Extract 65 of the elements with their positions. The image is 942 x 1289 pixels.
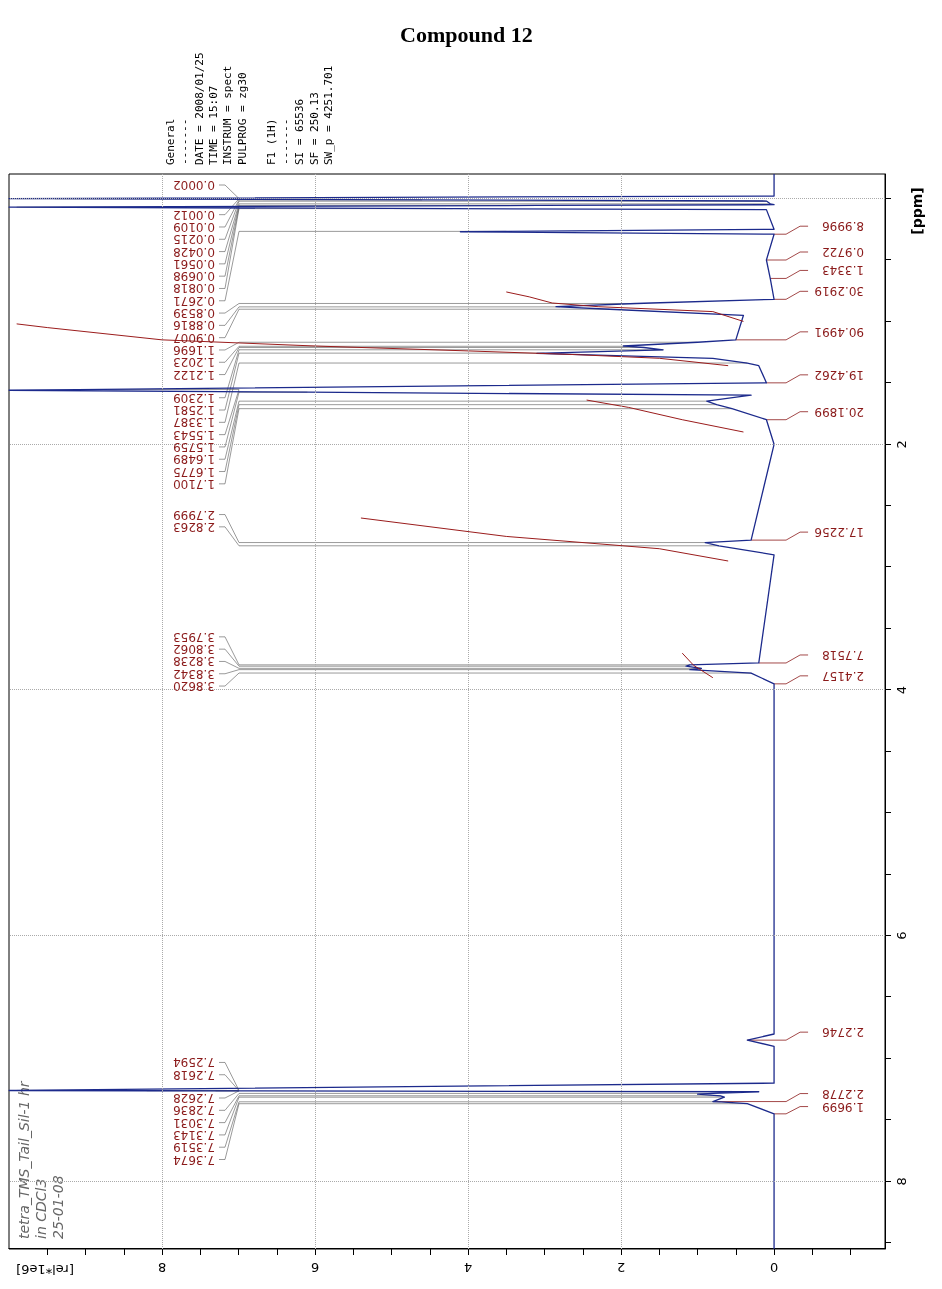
- x-tick-label: 8: [157, 1259, 167, 1275]
- annotation: 0.9007: [173, 330, 215, 345]
- annotation: 2.7999: [173, 507, 215, 522]
- annotation: 0.8539: [173, 306, 215, 321]
- annotation: 2.2746: [822, 1025, 865, 1040]
- annotation: 1.5543: [173, 427, 215, 442]
- y-tick-label: 8: [894, 1177, 909, 1186]
- annotation: 20.1899: [814, 404, 865, 419]
- annotation: 7.7518: [822, 647, 865, 662]
- annotation: 30.2919: [814, 284, 865, 299]
- annotation: 7.2618: [173, 1067, 215, 1082]
- chart-title: Compound 12: [400, 22, 533, 48]
- annotation: 2.8263: [173, 519, 215, 534]
- annotation: 3.8062: [173, 642, 215, 657]
- annotation: 0.0561: [173, 256, 215, 271]
- x-tick-label: 0: [769, 1259, 779, 1275]
- annotation: 1.6775: [173, 464, 215, 479]
- text: General ------- DATE = 2008/01/25 TIME = 15:07 INSTRUM = spect PULPROG = zg30 F1 (1H) ------- SI = 65536 SF = 250.13 SW_p = 4251.701: [163, 52, 336, 165]
- annotation: 90.4991: [814, 324, 865, 339]
- annotation: 7.3674: [173, 1152, 215, 1167]
- annotation: 0.8816: [173, 318, 215, 333]
- annotation: 1.5759: [173, 439, 215, 454]
- annotation: 0.2671: [173, 293, 215, 308]
- annotation: 7.2836: [173, 1103, 215, 1118]
- annotation: 1.9699: [822, 1099, 865, 1114]
- x-axis-title: [rel*1e6]: [16, 1261, 74, 1277]
- annotation: 1.2309: [173, 390, 215, 405]
- annotation: 0.0428: [173, 244, 215, 259]
- x-tick-label: 2: [616, 1259, 626, 1275]
- annotation: 0.0002: [173, 178, 215, 192]
- x-tick-label: 6: [310, 1259, 320, 1275]
- annotation: 3.8620: [173, 679, 215, 694]
- annotation: 17.2256: [814, 525, 865, 540]
- annotation: 0.0109: [173, 219, 215, 234]
- annotation: tetra_TMS_Tail_Sil-1 hr in CDCl3 25-01-08: [15, 1080, 66, 1239]
- annotation: 0.0215: [173, 232, 215, 247]
- annotation: 0.0698: [173, 269, 215, 284]
- annotation: 1.2122: [173, 367, 215, 382]
- annotation: 1.3343: [822, 263, 865, 278]
- annotation: 7.3519: [173, 1140, 215, 1155]
- annotation: 1.2581: [173, 403, 215, 418]
- y-tick-label: 2: [894, 440, 909, 449]
- annotation: 1.7100: [173, 476, 215, 491]
- y-tick-label: 4: [894, 685, 909, 695]
- x-tick-label: 4: [463, 1259, 473, 1275]
- annotation: 7.2628: [173, 1091, 215, 1106]
- annotation: 1.1696: [173, 342, 215, 357]
- annotation: 7.3143: [173, 1127, 215, 1142]
- annotation: 1.2023: [173, 355, 215, 370]
- annotation: 19.4262: [814, 367, 865, 382]
- annotation: 1.6489: [173, 452, 215, 467]
- annotation: 2.2778: [822, 1086, 865, 1101]
- annotation: 7.2594: [173, 1055, 215, 1070]
- y-axis-title: [ppm]: [909, 187, 925, 235]
- annotation: 0.0818: [173, 281, 215, 296]
- annotation: 8.9996: [822, 219, 865, 234]
- y-tick-label: 6: [894, 931, 909, 940]
- annotation: 3.7953: [173, 629, 215, 644]
- annotation: 7.3031: [173, 1115, 215, 1130]
- annotation: 2.4157: [822, 668, 865, 683]
- annotation: 0.9722: [822, 245, 865, 259]
- annotation: 0.0012: [173, 207, 215, 222]
- annotation: 3.8238: [173, 654, 215, 669]
- annotation: 3.8342: [173, 666, 215, 681]
- annotation: 1.3387: [173, 415, 215, 430]
